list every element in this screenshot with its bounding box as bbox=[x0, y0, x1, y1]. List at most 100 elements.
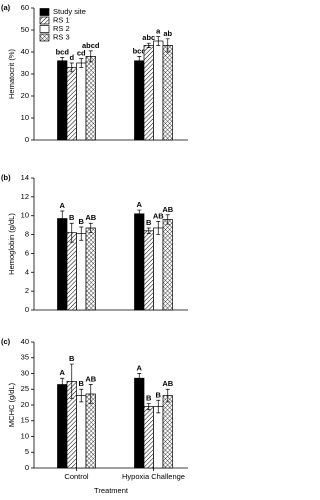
y-tick-label: 5 bbox=[25, 447, 29, 456]
significance-letter: AB bbox=[162, 205, 173, 214]
significance-letter: A bbox=[60, 201, 66, 210]
panel-label: (a) bbox=[1, 3, 11, 12]
significance-letter: cd bbox=[77, 49, 86, 58]
y-tick-label: 10 bbox=[21, 431, 29, 440]
x-tick-label: Hypoxia Challenge bbox=[122, 472, 185, 481]
significance-letter: B bbox=[79, 217, 85, 226]
bar bbox=[162, 219, 173, 311]
significance-letter: A bbox=[137, 363, 143, 372]
error-bar bbox=[137, 56, 142, 66]
x-axis-label: Treatment bbox=[94, 486, 129, 495]
y-axis-label: Hemoglobin (g/dL) bbox=[7, 213, 16, 275]
legend-label: Study site bbox=[53, 7, 86, 16]
error-bar bbox=[137, 209, 142, 218]
y-tick-label: 8 bbox=[25, 230, 29, 239]
significance-letter: AB bbox=[85, 213, 96, 222]
y-tick-label: 25 bbox=[21, 384, 29, 393]
error-bar bbox=[88, 50, 93, 63]
y-tick-label: 0 bbox=[25, 463, 29, 472]
legend-label: RS 3 bbox=[53, 32, 70, 41]
y-tick-label: 40 bbox=[21, 47, 29, 56]
bar bbox=[76, 233, 87, 311]
bar bbox=[57, 218, 68, 311]
legend-label: RS 1 bbox=[53, 15, 70, 24]
y-tick-label: 30 bbox=[21, 368, 29, 377]
bar bbox=[153, 40, 164, 141]
error-bar bbox=[79, 226, 84, 241]
error-bar bbox=[165, 388, 170, 403]
legend-swatch bbox=[39, 16, 50, 25]
error-bar bbox=[88, 384, 93, 404]
bar bbox=[57, 384, 68, 469]
y-tick-label: 20 bbox=[21, 91, 29, 100]
bar bbox=[85, 227, 96, 311]
significance-letter: A bbox=[60, 368, 66, 377]
error-bar bbox=[79, 388, 84, 403]
error-bar bbox=[156, 221, 161, 235]
y-axis-label: MCHC (g/dL) bbox=[7, 382, 16, 427]
bar bbox=[85, 56, 96, 141]
significance-letter: A bbox=[137, 200, 143, 209]
bar bbox=[76, 395, 87, 469]
error-bar bbox=[137, 373, 142, 384]
significance-letter: abc bbox=[142, 33, 155, 42]
y-tick-label: 35 bbox=[21, 353, 29, 362]
error-bar bbox=[60, 377, 65, 392]
bar bbox=[66, 67, 77, 141]
significance-letter: AB bbox=[85, 375, 96, 384]
y-tick-label: 20 bbox=[21, 400, 29, 409]
error-bar bbox=[69, 222, 74, 243]
legend-label: RS 2 bbox=[53, 24, 70, 33]
significance-letter: B bbox=[69, 354, 75, 363]
error-bar bbox=[146, 227, 151, 234]
y-tick-label: 60 bbox=[21, 3, 29, 12]
legend-swatch bbox=[39, 8, 50, 16]
y-tick-label: 6 bbox=[25, 248, 29, 257]
error-bar bbox=[156, 399, 161, 414]
y-tick-label: 50 bbox=[21, 25, 29, 34]
significance-letter: ab bbox=[163, 29, 172, 38]
bar bbox=[162, 395, 173, 469]
panel-label: (c) bbox=[1, 337, 11, 346]
error-bar bbox=[88, 222, 93, 234]
legend-swatch bbox=[39, 33, 50, 42]
significance-letter: bcd bbox=[56, 47, 70, 56]
error-bar bbox=[156, 36, 161, 46]
error-bar bbox=[146, 403, 151, 411]
legend-swatch bbox=[39, 25, 50, 33]
error-bar bbox=[146, 42, 151, 48]
significance-letter: B bbox=[146, 393, 152, 402]
bar bbox=[76, 62, 87, 141]
x-tick-label: Control bbox=[64, 472, 89, 481]
bar bbox=[143, 230, 154, 311]
bar bbox=[57, 60, 68, 141]
y-tick-label: 12 bbox=[21, 192, 29, 201]
bar bbox=[85, 393, 96, 469]
bar bbox=[153, 227, 164, 311]
significance-letter: B bbox=[79, 379, 85, 388]
significance-letter: bcd bbox=[133, 46, 147, 55]
bar bbox=[66, 232, 77, 311]
bar bbox=[134, 377, 145, 469]
y-tick-label: 10 bbox=[21, 211, 29, 220]
y-axis-label: Hematocrit (%) bbox=[7, 48, 16, 99]
y-tick-label: 0 bbox=[25, 135, 29, 144]
bar bbox=[162, 45, 173, 141]
y-tick-label: 4 bbox=[25, 267, 29, 276]
significance-letter: AB bbox=[153, 211, 164, 220]
panel-label: (b) bbox=[1, 173, 11, 182]
significance-letter: d bbox=[69, 53, 74, 62]
y-tick-label: 30 bbox=[21, 69, 29, 78]
y-tick-label: 2 bbox=[25, 286, 29, 295]
bar bbox=[134, 213, 145, 311]
error-bar bbox=[69, 62, 74, 73]
significance-letter: AB bbox=[162, 379, 173, 388]
significance-letter: abcd bbox=[82, 41, 100, 50]
y-tick-label: 0 bbox=[25, 305, 29, 314]
y-tick-label: 40 bbox=[21, 337, 29, 346]
bar bbox=[153, 406, 164, 469]
error-bar bbox=[165, 38, 170, 53]
error-bar bbox=[165, 214, 170, 225]
significance-letter: a bbox=[156, 27, 161, 36]
